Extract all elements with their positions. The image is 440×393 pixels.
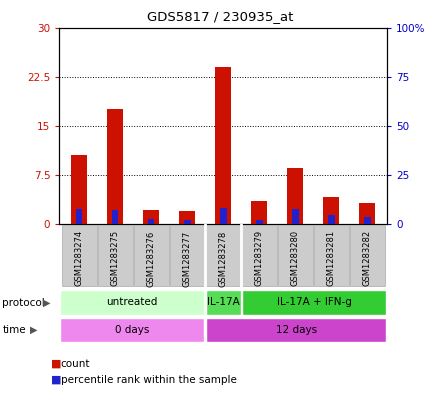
Text: count: count <box>61 358 90 369</box>
Bar <box>112 210 118 224</box>
FancyBboxPatch shape <box>170 225 205 286</box>
Bar <box>76 209 82 224</box>
Bar <box>359 203 375 224</box>
Text: ■: ■ <box>51 358 61 369</box>
Text: IL-17A: IL-17A <box>207 297 240 307</box>
FancyBboxPatch shape <box>350 225 385 286</box>
FancyBboxPatch shape <box>134 225 169 286</box>
Text: protocol: protocol <box>2 298 45 308</box>
Text: untreated: untreated <box>106 297 158 307</box>
Bar <box>107 109 123 224</box>
Bar <box>292 209 299 224</box>
Bar <box>179 211 195 224</box>
Text: IL-17A + IFN-g: IL-17A + IFN-g <box>277 297 352 307</box>
Bar <box>328 215 334 224</box>
FancyBboxPatch shape <box>242 225 277 286</box>
Bar <box>184 220 191 224</box>
Text: time: time <box>2 325 26 335</box>
Text: 0 days: 0 days <box>115 325 150 334</box>
Text: GSM1283282: GSM1283282 <box>363 230 372 286</box>
FancyBboxPatch shape <box>206 290 241 315</box>
FancyBboxPatch shape <box>60 290 204 315</box>
Bar <box>215 67 231 224</box>
Text: GDS5817 / 230935_at: GDS5817 / 230935_at <box>147 10 293 23</box>
Text: GSM1283275: GSM1283275 <box>111 230 120 286</box>
Text: percentile rank within the sample: percentile rank within the sample <box>61 375 237 385</box>
FancyBboxPatch shape <box>314 225 348 286</box>
Bar <box>287 168 304 224</box>
FancyBboxPatch shape <box>98 225 132 286</box>
Bar <box>148 219 154 224</box>
Text: GSM1283276: GSM1283276 <box>147 230 156 286</box>
Text: ▶: ▶ <box>43 298 51 308</box>
FancyBboxPatch shape <box>206 318 386 342</box>
Text: ▶: ▶ <box>30 325 37 335</box>
FancyBboxPatch shape <box>242 290 386 315</box>
Bar <box>256 220 263 224</box>
Text: GSM1283274: GSM1283274 <box>75 230 84 286</box>
Text: GSM1283281: GSM1283281 <box>327 230 336 286</box>
Bar <box>71 155 87 224</box>
Bar <box>323 196 340 224</box>
Bar <box>143 209 159 224</box>
Bar <box>220 208 227 224</box>
FancyBboxPatch shape <box>206 225 241 286</box>
FancyBboxPatch shape <box>60 318 204 342</box>
Text: ■: ■ <box>51 375 61 385</box>
Bar <box>251 201 268 224</box>
Text: GSM1283280: GSM1283280 <box>291 230 300 286</box>
FancyBboxPatch shape <box>278 225 313 286</box>
Bar <box>364 217 370 224</box>
FancyBboxPatch shape <box>62 225 96 286</box>
Text: GSM1283279: GSM1283279 <box>255 230 264 286</box>
Text: 12 days: 12 days <box>275 325 317 334</box>
Text: GSM1283278: GSM1283278 <box>219 230 228 286</box>
Text: GSM1283277: GSM1283277 <box>183 230 192 286</box>
